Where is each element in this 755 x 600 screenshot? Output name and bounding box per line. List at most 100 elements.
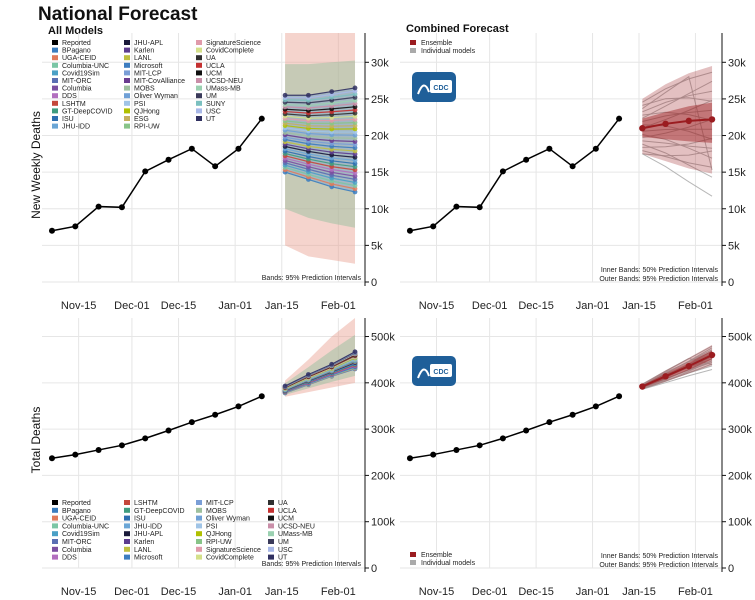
legend-swatch (124, 40, 130, 45)
legend-swatch (196, 47, 202, 53)
legend-swatch (52, 100, 58, 106)
legend-label: DDS (62, 93, 77, 100)
legend-label: ESG (134, 116, 149, 123)
outer-band-note: Outer Bands: 95% Prediction Intervals (599, 276, 718, 283)
model-forecast-point (305, 92, 311, 98)
legend-swatch (124, 539, 130, 544)
reported-point (406, 227, 413, 234)
legend-label: PSI (206, 523, 217, 530)
reported-point (72, 451, 79, 458)
legend-label: UCM (278, 516, 294, 523)
reported-point (188, 145, 195, 152)
model-forecast-point (329, 361, 335, 367)
reported-point (95, 203, 102, 210)
legend-swatch (124, 100, 130, 106)
legend-label: BPagano (62, 48, 91, 55)
legend-label: QJHong (134, 108, 160, 115)
legend-swatch (268, 523, 274, 529)
y-tick-label: 10k (728, 204, 746, 216)
ensemble-point (685, 117, 693, 125)
legend-swatch (124, 47, 130, 53)
legend-label: UCLA (206, 63, 225, 70)
model-forecast-line (284, 131, 356, 139)
model-forecast-line (284, 145, 356, 158)
legend-swatch (124, 554, 130, 560)
model-forecast-point (352, 349, 358, 355)
individual-model-line (642, 140, 713, 149)
reported-point (142, 168, 149, 175)
legend-swatch (196, 116, 202, 121)
individual-model-line (642, 351, 713, 385)
legend-swatch (196, 554, 202, 560)
y-tick-label: 25k (371, 94, 389, 106)
model-forecast-line (285, 115, 356, 119)
legend-swatch (196, 70, 202, 76)
legend-swatch (124, 116, 130, 121)
legend-label: Oliver Wyman (206, 516, 250, 523)
y-tick-label: 5k (728, 240, 740, 252)
ensemble-line (642, 118, 713, 130)
legend-swatch (52, 93, 58, 99)
legend-label: JHU-IDD (62, 124, 90, 131)
legend-swatch (196, 523, 202, 529)
legend-label: UCLA (278, 508, 297, 515)
reported-point (476, 204, 483, 211)
ensemble-point (639, 383, 646, 390)
individual-model-line (642, 150, 713, 157)
x-tick-label: Dec-01 (114, 586, 149, 598)
legend-swatch (124, 531, 130, 537)
model-forecast-line (285, 117, 356, 122)
inner-band-note: Inner Bands: 50% Prediction Intervals (601, 553, 719, 560)
reported-point (406, 455, 413, 462)
x-tick-label: Feb-01 (321, 586, 356, 598)
legend-label: Individual models (421, 560, 476, 567)
y-tick-label: 15k (371, 167, 389, 179)
individual-model-line (642, 90, 713, 113)
individual-model-line (642, 369, 713, 390)
reported-point (118, 442, 125, 449)
reported-point (499, 168, 506, 175)
y-tick-label: 500k (728, 332, 752, 344)
reported-point (48, 455, 55, 462)
individual-model-line (642, 97, 713, 106)
legend-label: MIT-LCP (206, 500, 234, 507)
legend-swatch (196, 85, 202, 91)
legend-label: Ensemble (421, 552, 452, 559)
legend-swatch (52, 70, 58, 76)
legend-swatch (196, 531, 202, 537)
legend-swatch (196, 108, 202, 114)
y-tick-label: 0 (728, 563, 734, 575)
model-forecast-line (284, 155, 356, 171)
legend-label: UCSD-NEU (206, 78, 243, 85)
individual-model-line (642, 128, 713, 132)
legend-swatch (268, 554, 274, 560)
legend-label: Columbia-UNC (62, 523, 109, 530)
legend-label: Microsoft (134, 63, 162, 70)
model-forecast-point (329, 89, 335, 94)
x-tick-label: Nov-15 (61, 586, 96, 598)
y-tick-label: 400k (728, 378, 752, 390)
legend-label: UGA-CEID (62, 516, 96, 523)
x-tick-label: Dec-01 (114, 300, 149, 312)
legend-swatch (196, 100, 202, 106)
legend-swatch (410, 40, 416, 45)
legend-label: GT-DeepCOVID (62, 108, 113, 115)
legend-label: DDS (62, 555, 77, 562)
legend-swatch (124, 78, 130, 83)
model-forecast-line (284, 138, 356, 149)
band-note: Bands: 95% Prediction Intervals (262, 561, 362, 568)
x-tick-label: Jan-15 (622, 300, 656, 312)
y-tick-label: 10k (371, 204, 389, 216)
legend-swatch (268, 546, 274, 552)
reported-point (165, 156, 172, 163)
model-forecast-line (284, 143, 356, 155)
model-forecast-line (285, 93, 356, 101)
reported-point (95, 446, 102, 453)
reported-point (430, 223, 437, 230)
legend-label: LANL (134, 547, 152, 554)
outer-band-note: Outer Bands: 95% Prediction Intervals (599, 562, 718, 569)
y-tick-label: 200k (728, 470, 752, 482)
legend-label: UT (206, 116, 216, 123)
y-tick-label: 0 (728, 277, 734, 289)
x-tick-label: Dec-15 (518, 586, 553, 598)
